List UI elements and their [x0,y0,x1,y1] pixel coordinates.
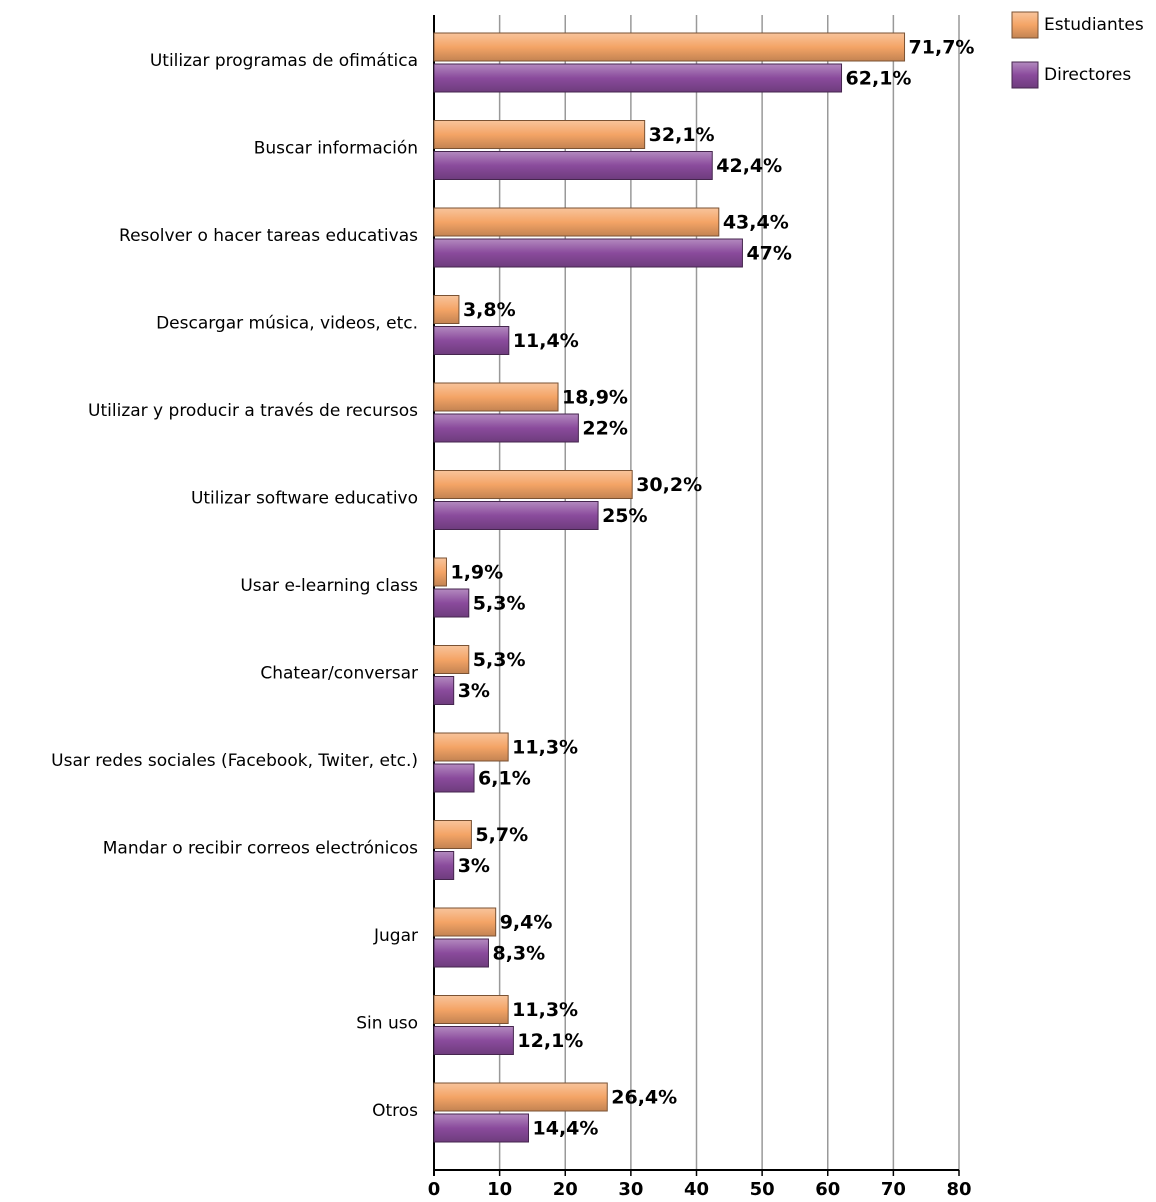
bar [433,732,509,762]
bar [433,63,843,93]
bar [433,151,713,180]
bar [433,1026,514,1055]
bar [433,676,455,705]
value-label: 43,4% [723,212,789,234]
bar [433,938,489,968]
bar [433,326,510,355]
bar [433,851,455,880]
value-label: 9,4% [500,912,553,934]
value-label: 32,1% [649,124,715,146]
legend-label: Directores [1044,65,1131,85]
x-tick-label: 60 [815,1179,840,1200]
y-tick-label: Resolver o hacer tareas educativas [119,226,418,246]
x-tick-label: 70 [881,1179,906,1200]
legend-swatch [1011,11,1039,39]
value-label: 71,7% [909,37,975,59]
y-tick-label: Utilizar software educativo [191,489,418,509]
value-label: 42,4% [716,155,782,177]
y-tick-label: Usar e-learning class [240,576,418,596]
x-tick-label: 80 [946,1179,971,1200]
x-tick-label: 0 [428,1179,441,1200]
value-label: 18,9% [562,387,628,409]
value-label: 14,4% [533,1118,599,1140]
y-tick-label: Jugar [373,926,418,946]
x-tick-label: 50 [750,1179,775,1200]
bar [433,645,470,674]
value-label: 25% [602,505,647,527]
bar [433,1113,529,1143]
x-tick-label: 20 [553,1179,578,1200]
y-tick-label: Buscar información [254,139,418,159]
value-label: 3,8% [463,299,516,321]
bar [433,995,509,1024]
y-tick-label: Utilizar y producir a través de recursos [88,401,418,421]
value-label: 3% [458,680,490,702]
bar [433,501,599,530]
value-label: 11,4% [513,330,579,352]
value-label: 5,3% [473,593,526,615]
bar [433,820,472,849]
bar [433,907,497,937]
y-tick-label: Chatear/conversar [260,664,418,684]
bar [433,470,633,499]
y-tick-label: Utilizar programas de ofimática [150,51,418,71]
bar [433,413,579,443]
bar [433,1082,608,1112]
bar [433,238,743,268]
y-tick-label: Descargar música, videos, etc. [156,314,418,334]
bar [433,207,720,237]
bar [433,763,475,793]
bar [433,295,460,324]
value-label: 5,3% [473,649,526,671]
value-label: 5,7% [475,824,528,846]
bar [433,557,447,587]
value-label: 8,3% [492,943,545,965]
value-label: 1,9% [450,562,503,584]
y-tick-label: Otros [372,1101,418,1121]
bar [433,120,646,149]
value-label: 62,1% [846,68,912,90]
value-label: 26,4% [611,1087,677,1109]
bar [433,588,470,618]
value-label: 3% [458,855,490,877]
legend-label: Estudiantes [1044,15,1144,35]
y-tick-label: Sin uso [356,1014,418,1034]
y-tick-label: Mandar o recibir correos electrónicos [103,839,418,859]
value-label: 12,1% [517,1030,583,1052]
value-label: 11,3% [512,999,578,1021]
x-tick-label: 40 [684,1179,709,1200]
bar [433,382,559,412]
value-label: 22% [582,418,627,440]
value-label: 47% [746,243,791,265]
value-label: 30,2% [636,474,702,496]
bar [433,32,906,62]
legend-swatch [1011,61,1039,89]
x-tick-label: 10 [487,1179,512,1200]
y-tick-label: Usar redes sociales (Facebook, Twiter, e… [51,751,418,771]
value-label: 11,3% [512,737,578,759]
x-tick-label: 30 [618,1179,643,1200]
value-label: 6,1% [478,768,531,790]
